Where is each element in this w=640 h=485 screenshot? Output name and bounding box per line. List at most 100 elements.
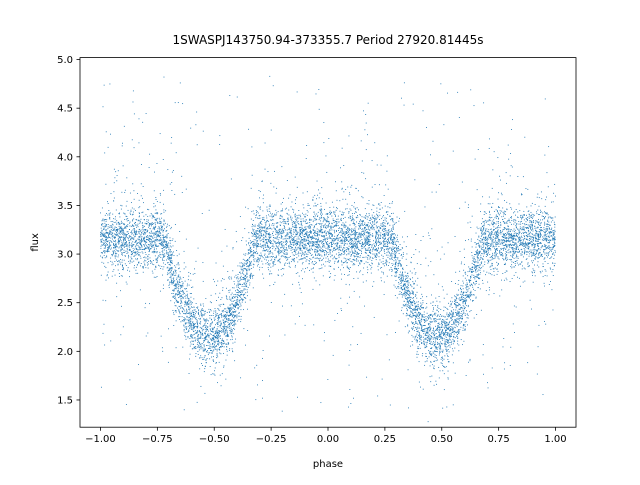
data-point [219,349,221,351]
data-point [106,243,107,245]
data-point [352,264,354,266]
data-point [277,250,279,252]
data-point [269,237,271,238]
data-point [484,248,486,249]
data-point [438,331,440,333]
data-point [282,208,283,210]
data-point [261,217,263,219]
data-point [345,236,346,238]
data-point [329,206,331,208]
data-point [192,321,193,323]
data-point [183,313,185,315]
data-point [368,235,370,237]
data-point [384,222,386,224]
data-point [527,188,529,190]
data-point [354,253,356,254]
data-point [139,213,141,215]
data-point [383,245,384,247]
data-point [320,214,322,216]
data-point [106,274,108,276]
data-point [430,343,432,345]
data-point [520,243,522,245]
data-point [368,247,370,249]
data-point [178,309,180,311]
data-point [390,239,392,241]
data-point [441,246,443,248]
data-point [156,218,158,220]
data-point [522,245,524,247]
data-point [503,212,505,214]
data-point [398,281,400,283]
data-point [487,238,489,240]
data-point [272,219,274,221]
data-point [533,247,535,249]
data-point [417,326,419,328]
data-point [202,314,204,316]
data-point [231,312,232,314]
data-point [259,225,261,227]
data-point [354,233,356,235]
data-point [222,278,223,280]
data-point [254,224,256,226]
data-point [313,232,315,234]
data-point [287,220,289,222]
data-point [281,233,283,235]
data-point [360,332,362,334]
data-point [438,318,440,320]
data-point [358,224,360,226]
data-point [440,332,442,334]
data-point [262,198,264,200]
data-point [516,247,518,249]
data-point [201,316,203,318]
data-point [327,226,329,227]
data-point [100,274,102,276]
data-point [283,231,285,233]
data-point [421,336,423,338]
data-point [382,228,384,230]
data-point [479,240,481,242]
data-point [518,248,519,250]
data-point [405,275,407,277]
data-point [115,230,117,232]
data-point [249,245,251,247]
data-point [549,232,551,234]
data-point [149,303,151,305]
data-point [135,239,137,241]
data-point [502,230,503,232]
data-point [149,223,151,225]
data-point [257,217,258,219]
data-point [523,238,525,240]
data-point [326,243,327,245]
data-point [291,235,293,237]
data-point [141,212,143,214]
data-point [357,234,359,236]
data-point [427,339,429,341]
data-point [360,236,362,238]
data-point [315,235,317,237]
data-point [440,333,442,335]
data-point [255,261,257,263]
data-point [511,208,513,210]
data-point [286,229,288,231]
data-point [334,243,336,245]
data-point [281,222,283,224]
data-point [451,332,453,334]
data-point [289,256,291,257]
data-point [509,203,511,205]
data-point [109,217,110,219]
data-point [204,332,206,334]
data-point [191,302,193,304]
data-point [173,325,175,326]
data-point [402,280,404,282]
data-point [186,311,188,312]
data-point [149,240,151,242]
data-point [458,289,459,291]
data-point [268,263,270,265]
data-point [255,239,257,241]
data-point [414,335,416,337]
data-point [433,368,435,370]
data-point [244,259,245,261]
data-point [535,253,536,255]
data-point [388,233,390,235]
data-point [365,114,367,115]
